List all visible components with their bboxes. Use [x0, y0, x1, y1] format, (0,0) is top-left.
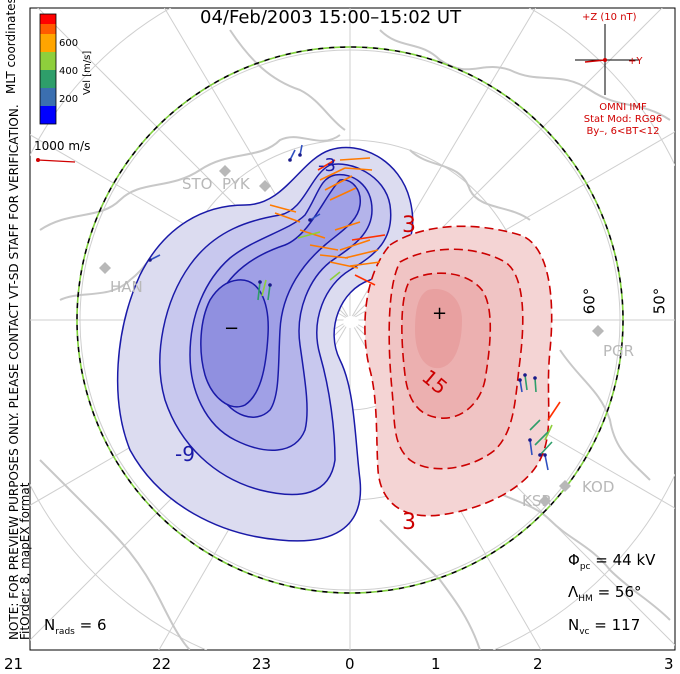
mlt-tick-1: 1: [431, 655, 441, 673]
vector-origin-dots: [148, 153, 547, 457]
contour-neg-27: [200, 279, 269, 408]
mlt-tick-2: 2: [533, 655, 543, 673]
map-title: 04/Feb/2003 15:00–15:02 UT: [200, 7, 462, 28]
station-label-han: HAN: [110, 278, 143, 296]
coastlines: [39, 29, 671, 650]
imf-scale-label: +Z (10 nT): [582, 12, 637, 23]
velocity-colorbar: [39, 13, 57, 125]
station-label-ksr: KSR: [522, 492, 552, 510]
mlt-tick-23: 23: [252, 655, 272, 673]
velocity-scale-vector: [36, 158, 76, 163]
potential-maximum-symbol: +: [432, 303, 448, 324]
station-label-kod: KOD: [582, 478, 615, 496]
coordinate-system-label: MLT coordinates: [4, 0, 18, 94]
station-marker-han: [99, 262, 111, 274]
contour-label-neg-3: -3: [318, 155, 336, 176]
potential-minimum-symbol: −: [224, 318, 240, 339]
radar-count: Nrads = 6: [44, 616, 107, 637]
contour-label-neg-9: -9: [175, 442, 195, 466]
velocity-vectors: [148, 144, 561, 471]
mlt-tick-22: 22: [152, 655, 172, 673]
contour-pos-21: [415, 289, 462, 369]
imf-stat-mod: Stat Mod: RG96: [583, 114, 663, 125]
latitude-label-60: 60°: [580, 287, 599, 315]
positive-convection-cell: [364, 225, 553, 517]
contour-label-pos-3b: 3: [402, 510, 416, 535]
station-label-sto: STO: [182, 175, 213, 193]
imf-y-label: +Y: [628, 56, 643, 67]
station-marker-kod: [559, 480, 571, 492]
vector-count: Nvc = 117: [568, 616, 641, 637]
imf-condition: By–, 6<BT<12: [586, 126, 660, 137]
colorbar-tick-600: 600: [59, 38, 79, 49]
station-marker-pgr: [592, 325, 604, 337]
mlt-tick-0: 0: [345, 655, 355, 673]
station-marker-pyk: [259, 180, 271, 192]
fit-order-label: FitOrder: 8, mapEX format: [18, 482, 32, 640]
imf-info: OMNI IMF Stat Mod: RG96 By–, 6<BT<12: [573, 102, 673, 138]
colorbar-tick-200: 200: [59, 94, 79, 105]
hm-boundary-green: [76, 46, 624, 594]
mlt-tick-21: 21: [4, 655, 24, 673]
hm-latitude: ΛHM = 56°: [568, 583, 642, 604]
colorbar-tick-400: 400: [59, 66, 79, 77]
station-label-pyk: PYK: [222, 175, 250, 193]
station-markers: [99, 165, 604, 507]
cross-polar-potential: Φpc = 44 kV: [568, 551, 656, 572]
imf-source: OMNI IMF: [599, 102, 647, 113]
station-marker-sto: [219, 165, 231, 177]
contour-label-pos-3a: 3: [402, 213, 416, 238]
imf-dial: [575, 24, 640, 95]
colorbar-label: Vel [m/s]: [82, 50, 93, 95]
station-label-pgr: PGR: [603, 342, 635, 360]
negative-convection-cell: [116, 146, 414, 542]
mlt-tick-3: 3: [664, 655, 674, 673]
station-marker-ksr: [539, 495, 551, 507]
velocity-scale-label: 1000 m/s: [34, 139, 91, 153]
latitude-label-50: 50°: [650, 287, 669, 315]
pole-marker: [343, 316, 359, 328]
